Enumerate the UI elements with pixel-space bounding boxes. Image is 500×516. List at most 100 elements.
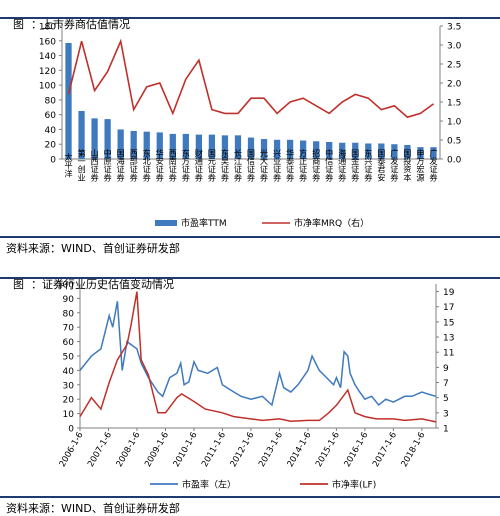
valuation-history-line-chart: 0102030405060708090100135791113151719200… — [57, 281, 455, 491]
left-tick-label: 40 — [45, 126, 57, 136]
category-label: 东北证券 — [142, 148, 152, 183]
left-tick-label: 140 — [39, 52, 56, 62]
category-label: 中原证券 — [103, 148, 113, 183]
category-label: 兴业证券 — [272, 149, 282, 183]
bar — [143, 131, 150, 159]
category-label: 国金证券 — [350, 149, 360, 183]
x-tick-label: 2007-1-6 — [86, 431, 114, 469]
x-tick-label: 2006-1-6 — [58, 431, 86, 469]
bar — [365, 143, 372, 159]
left-tick-label: 80 — [45, 96, 57, 106]
left-tick-label: 180 — [39, 23, 56, 33]
left-tick-label: 20 — [45, 141, 57, 151]
category-label: 山西证券 — [90, 148, 100, 183]
bar — [156, 132, 163, 159]
category-label: 国信证券 — [246, 149, 256, 183]
bar — [430, 147, 437, 159]
category-label: 海通证券 — [337, 148, 347, 183]
bar — [404, 144, 411, 159]
bar — [221, 135, 229, 159]
category-label: 华安证券 — [155, 148, 165, 183]
figure1-prefix: 图 — [13, 18, 24, 31]
figure1-source: 资料来源：WIND、首创证券研发部 — [6, 242, 180, 255]
bar — [195, 134, 202, 159]
category-label: 东吴证券 — [220, 148, 230, 183]
legend-pb-label: 市净率(LF) — [332, 479, 376, 491]
left-tick-label: 160 — [39, 37, 56, 47]
bar — [91, 118, 98, 159]
pe-series-line — [79, 301, 437, 407]
pb-series-line — [79, 291, 437, 423]
figure2-title: 证券行业历史估值变动情况 — [42, 278, 174, 291]
x-tick-label: 2009-1-6 — [143, 431, 171, 469]
figure1-sep: ： — [31, 18, 42, 31]
bar — [182, 133, 189, 159]
left-tick-label: 100 — [57, 281, 74, 291]
left-tick-label: 90 — [63, 295, 75, 305]
figure2-sep: ： — [31, 278, 42, 291]
figure1-top-rule — [0, 17, 500, 19]
x-tick-label: 2014-1-6 — [286, 431, 314, 469]
right-tick-label: 2.0 — [447, 80, 462, 90]
left-tick-label: 70 — [63, 324, 75, 334]
right-tick-label: 3.5 — [447, 23, 461, 33]
figure2-prefix: 图 — [13, 278, 24, 291]
category-label: 财通证券 — [194, 148, 204, 183]
right-tick-label: 2.5 — [447, 61, 461, 71]
right-tick-label: 1 — [443, 425, 449, 435]
x-tick-label: 2018-1-6 — [400, 431, 428, 469]
x-tick-label: 2010-1-6 — [172, 431, 200, 469]
category-label: 西南证券 — [168, 149, 178, 183]
bar — [391, 144, 398, 159]
category-label: 申万宏源 — [415, 148, 425, 183]
figure2-caption: 图 ：证券行业历史估值变动情况 — [6, 263, 174, 292]
figure1-title: 上市券商估值情况 — [42, 18, 130, 31]
right-tick-label: 5 — [443, 394, 449, 404]
x-tick-label: 2008-1-6 — [115, 431, 143, 469]
pe-pb-bar-chart: 0 20 40 60 80 100 120 140 160 180 0.0 0.5 1.0 1.5 2.0 2… — [39, 23, 462, 230]
category-label: 第一创业 — [77, 148, 87, 182]
right-tick-label: 19 — [443, 288, 455, 298]
category-label: 国元证券 — [207, 149, 217, 183]
x-tick-label: 2012-1-6 — [229, 431, 257, 469]
bar — [117, 129, 124, 159]
figure1-caption: 图 ：上市券商估值情况 — [6, 3, 130, 32]
bar — [78, 110, 85, 159]
category-label: 中信证券 — [324, 148, 334, 183]
left-tick-label: 60 — [63, 338, 75, 348]
right-tick-label: 17 — [443, 303, 454, 313]
bar — [378, 143, 385, 159]
right-tick-label: 1.5 — [447, 99, 461, 109]
bar — [260, 139, 268, 159]
bar — [286, 139, 294, 159]
right-tick-label: 3 — [443, 409, 449, 419]
bar — [417, 147, 424, 159]
left-tick-label: 120 — [39, 67, 56, 77]
bar — [169, 133, 176, 159]
legend-pe-label: 市盈率（左） — [182, 479, 236, 491]
left-tick-label: 100 — [39, 82, 56, 92]
right-tick-label: 15 — [443, 318, 454, 328]
left-tick-label: 60 — [45, 111, 57, 121]
left-tick-label: 80 — [63, 309, 75, 319]
bar — [65, 42, 72, 159]
category-label: 国海证券 — [116, 149, 126, 183]
bar — [247, 137, 255, 159]
category-label: 华泰证券 — [285, 148, 295, 183]
left-tick-label: 50 — [63, 353, 75, 363]
bar — [104, 119, 111, 159]
left-tick-label: 0 — [68, 425, 74, 435]
left-tick-label: 30 — [63, 381, 75, 391]
category-label: 广发证券 — [389, 148, 399, 183]
right-tick-label: 0.0 — [447, 156, 462, 166]
x-tick-label: 2015-1-6 — [314, 431, 342, 469]
x-tick-label: 2016-1-6 — [343, 431, 371, 469]
bar — [313, 141, 320, 159]
left-tick-label: 20 — [63, 396, 75, 406]
right-tick-label: 11 — [443, 349, 454, 359]
legend-bar-label: 市盈率TTM — [181, 217, 227, 229]
category-label: 国投资本 — [402, 149, 412, 183]
bar — [339, 142, 346, 159]
figure2-bottom-rule — [0, 496, 500, 498]
category-label: 东方证券 — [181, 148, 191, 183]
